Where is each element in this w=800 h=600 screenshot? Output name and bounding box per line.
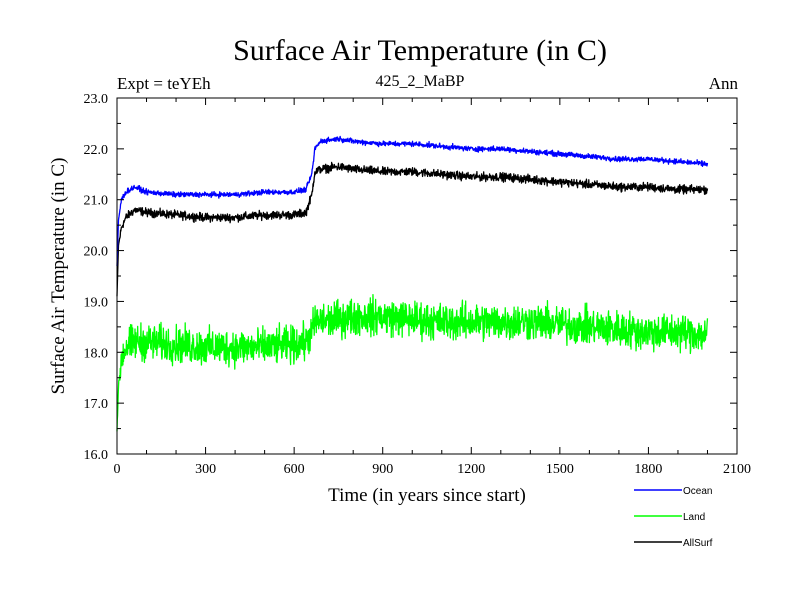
series-layer — [116, 135, 709, 432]
legend-label-ocean: Ocean — [683, 486, 712, 497]
period-label: 425_2_MaBP — [376, 73, 465, 90]
series-line-land — [116, 294, 709, 432]
x-tick-label: 900 — [372, 462, 393, 477]
x-tick-label: 1200 — [457, 462, 485, 477]
series-line-allsurf — [116, 161, 709, 297]
y-axis: 16.0 17.0 18.0 19.0 20.0 21.0 22.0 23.0 — [84, 92, 737, 463]
y-tick-label: 20.0 — [84, 245, 109, 260]
legend-label-allsurf: AllSurf — [683, 538, 713, 549]
y-tick-label: 22.0 — [84, 143, 109, 158]
legend-label-land: Land — [683, 512, 705, 523]
x-tick-label: 1500 — [546, 462, 574, 477]
x-tick-label: 300 — [195, 462, 216, 477]
season-label: Ann — [709, 74, 739, 93]
x-tick-label: 1800 — [634, 462, 662, 477]
y-tick-label: 18.0 — [84, 346, 109, 361]
x-tick-label: 0 — [114, 462, 121, 477]
y-tick-label: 19.0 — [84, 295, 109, 310]
chart-title: Surface Air Temperature (in C) — [233, 34, 607, 67]
x-axis-label: Time (in years since start) — [328, 485, 526, 506]
x-tick-label: 600 — [284, 462, 305, 477]
y-tick-label: 23.0 — [84, 92, 109, 107]
experiment-label: Expt = teYEh — [117, 74, 211, 93]
y-tick-label: 16.0 — [84, 448, 109, 463]
series-line-ocean — [116, 135, 709, 266]
legend: Ocean Land AllSurf — [634, 486, 713, 549]
y-tick-label: 21.0 — [84, 194, 109, 209]
plot-frame — [116, 97, 738, 455]
x-tick-label: 2100 — [723, 462, 751, 477]
y-axis-label: Surface Air Temperature (in C) — [48, 158, 69, 395]
y-tick-label: 17.0 — [84, 397, 109, 412]
x-axis: 0 300 600 900 1200 1500 1800 2100 — [114, 98, 751, 477]
